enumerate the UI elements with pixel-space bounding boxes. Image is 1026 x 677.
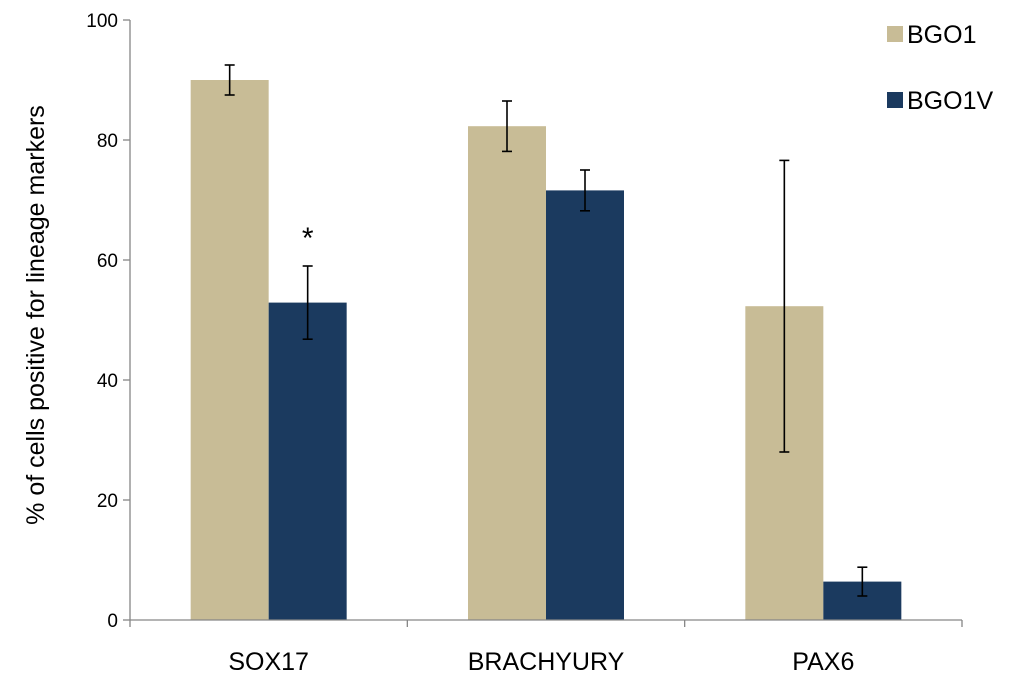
axes-layer [123, 19, 963, 627]
legend-label-bgo1: BGO1 [907, 21, 976, 49]
y-axis-label: % of cells positive for lineage markers [22, 105, 50, 525]
bar-sox17-bgo1v [268, 302, 347, 620]
significance-asterisk: * [302, 222, 314, 255]
x-category-label: BRACHYURY [468, 648, 625, 672]
bar-brachyury-bgo1 [468, 126, 546, 620]
legend-swatch-bgo1 [887, 26, 903, 42]
labels-layer: 0 20 40 60 80 100 SOX17 BRACHYURY PAX6 * % of cell… [22, 11, 854, 676]
legend: BGO1 BGO1V [887, 21, 993, 115]
x-category-label: SOX17 [228, 648, 309, 672]
y-tick-label: 80 [97, 131, 118, 152]
error-bars-layer [224, 64, 868, 597]
legend-label-bgo1v: BGO1V [907, 87, 993, 115]
y-tick-label: 20 [97, 491, 118, 512]
legend-swatch-bgo1v [887, 92, 903, 108]
y-tick-label: 60 [97, 251, 118, 272]
bar-sox17-bgo1 [190, 80, 269, 620]
y-tick-label: 0 [107, 611, 118, 632]
bars-layer [190, 80, 902, 620]
x-category-label: PAX6 [792, 648, 854, 672]
y-tick-label: 40 [97, 371, 118, 392]
y-tick-label: 100 [86, 11, 118, 32]
bar-brachyury-bgo1v [546, 190, 624, 620]
